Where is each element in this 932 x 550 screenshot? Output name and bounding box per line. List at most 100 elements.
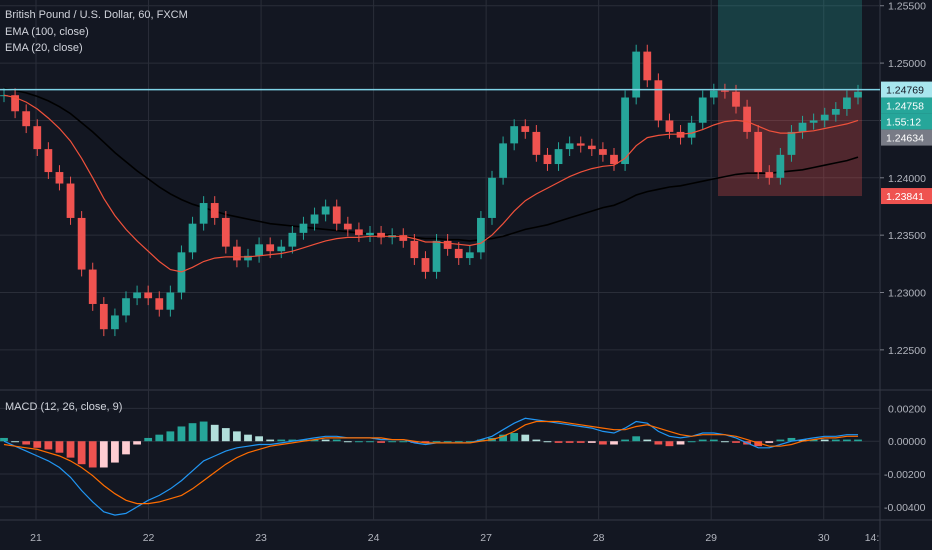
macd-pane bbox=[0, 417, 862, 516]
macd-histogram-bar bbox=[44, 441, 53, 450]
candle-body bbox=[743, 106, 751, 132]
macd-histogram-bar bbox=[787, 437, 796, 442]
macd-histogram-bar bbox=[454, 441, 463, 443]
candle-body bbox=[199, 203, 208, 224]
candle-body bbox=[499, 143, 507, 178]
time-tick-label: 27 bbox=[480, 532, 492, 544]
macd-histogram-bar bbox=[199, 421, 208, 442]
candle-body bbox=[765, 172, 774, 178]
macd-histogram-bar bbox=[854, 439, 862, 442]
macd-histogram-bar bbox=[266, 439, 275, 442]
candle-body bbox=[310, 214, 319, 224]
price-tag-label: 1.23841 bbox=[886, 191, 924, 203]
macd-histogram-bar bbox=[687, 441, 696, 443]
candle-body bbox=[210, 203, 219, 218]
price-tag-bg bbox=[881, 113, 932, 130]
macd-histogram-bar bbox=[366, 441, 374, 443]
macd-histogram-bar bbox=[343, 441, 352, 443]
price-tag-bg bbox=[881, 81, 932, 98]
macd-histogram-bar bbox=[421, 441, 430, 443]
target-zone bbox=[718, 0, 862, 90]
macd-histogram-bar bbox=[798, 439, 807, 442]
macd-histogram-bar bbox=[654, 441, 663, 445]
axes: 1.225001.230001.235001.240001.245001.250… bbox=[30, 1, 932, 544]
macd-histogram-bar bbox=[144, 437, 153, 442]
candle-body bbox=[355, 229, 363, 236]
macd-histogram-bar bbox=[0, 437, 8, 442]
legend-symbol[interactable]: British Pound / U.S. Dollar, 60, FXCM bbox=[5, 9, 188, 21]
legend-macd[interactable]: MACD (12, 26, close, 9) bbox=[5, 401, 122, 413]
candle-body bbox=[399, 235, 408, 241]
candle-body bbox=[332, 206, 341, 224]
candle-body bbox=[77, 217, 86, 270]
macd-histogram-bar bbox=[388, 441, 397, 443]
macd-histogram-bar bbox=[643, 439, 652, 442]
legend-ema100[interactable]: EMA (100, close) bbox=[5, 26, 89, 38]
macd-histogram-bar bbox=[576, 441, 585, 443]
candle-body bbox=[643, 51, 652, 81]
candle-body bbox=[377, 232, 385, 238]
ema-20-line bbox=[3, 94, 859, 273]
candle-body bbox=[410, 240, 419, 259]
macd-histogram-bar bbox=[831, 439, 840, 442]
macd-histogram-bar bbox=[554, 441, 563, 443]
macd-histogram-bar bbox=[632, 436, 641, 442]
candle-body bbox=[787, 131, 796, 155]
macd-histogram-bar bbox=[244, 434, 252, 442]
candlestick-series bbox=[0, 44, 862, 337]
price-tick-label: 1.23000 bbox=[888, 288, 926, 300]
macd-histogram-bar bbox=[288, 439, 297, 442]
candle-body bbox=[843, 97, 851, 109]
macd-histogram-bar bbox=[188, 423, 197, 442]
candle-body bbox=[22, 111, 31, 127]
macd-histogram-bar bbox=[410, 441, 419, 443]
price-tag-label: 1.24758 bbox=[886, 101, 924, 113]
macd-histogram-bar bbox=[99, 441, 108, 468]
macd-histogram-bar bbox=[499, 434, 507, 442]
candle-body bbox=[277, 246, 286, 252]
candle-body bbox=[632, 51, 641, 98]
price-tag-bg bbox=[881, 188, 932, 205]
candle-body bbox=[44, 149, 53, 173]
macd-histogram-bar bbox=[587, 441, 596, 443]
legend-ema20[interactable]: EMA (20, close) bbox=[5, 42, 83, 54]
candle-body bbox=[33, 126, 42, 150]
macd-histogram-bar bbox=[543, 441, 552, 443]
time-tick-label: 29 bbox=[705, 532, 717, 544]
candle-body bbox=[820, 114, 829, 121]
candle-body bbox=[166, 292, 175, 310]
candle-body bbox=[543, 154, 552, 165]
candle-body bbox=[288, 232, 297, 247]
macd-histogram-bar bbox=[210, 424, 219, 442]
macd-tick-label: -0.00400 bbox=[884, 502, 926, 514]
macd-histogram-bar bbox=[277, 439, 286, 442]
candle-body bbox=[421, 258, 430, 272]
macd-histogram-bar bbox=[11, 441, 19, 443]
candle-body bbox=[565, 143, 574, 150]
candle-body bbox=[454, 248, 463, 259]
macd-histogram-bar bbox=[599, 441, 607, 445]
candle-body bbox=[432, 240, 441, 272]
candle-body bbox=[488, 177, 496, 218]
candle-body bbox=[155, 298, 164, 310]
price-tick-label: 1.25000 bbox=[888, 58, 926, 70]
candle-body bbox=[709, 90, 718, 98]
candle-body bbox=[776, 154, 785, 178]
macd-histogram-bar bbox=[33, 441, 42, 448]
candle-body bbox=[255, 244, 263, 256]
candle-body bbox=[831, 108, 840, 115]
macd-histogram-bar bbox=[299, 439, 308, 442]
candle-body bbox=[465, 252, 474, 259]
candle-body bbox=[443, 240, 452, 249]
price-tag-label: 1.55:12 bbox=[886, 117, 921, 129]
macd-histogram-bar bbox=[66, 441, 75, 458]
candle-body bbox=[532, 131, 541, 155]
candle-body bbox=[665, 120, 674, 132]
ema-20-path bbox=[3, 94, 859, 273]
time-tick-label: 28 bbox=[593, 532, 605, 544]
macd-histogram-bar bbox=[521, 434, 530, 442]
candle-body bbox=[510, 126, 519, 144]
